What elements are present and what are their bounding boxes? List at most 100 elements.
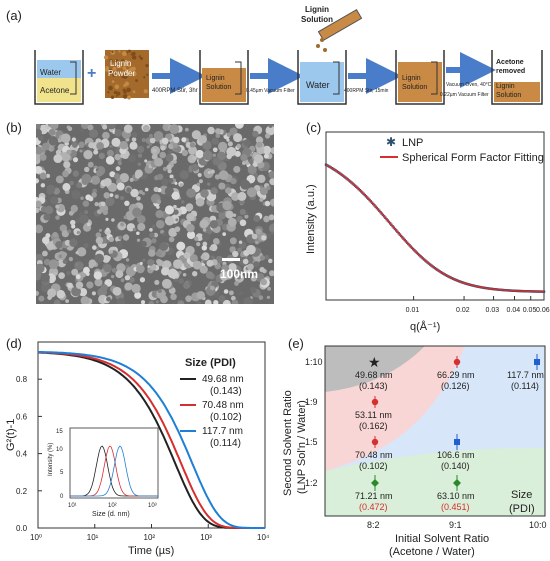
step2-text: 0.45µm Vacuum Filter	[246, 88, 295, 94]
beaker2-label-1: Lignin	[206, 75, 225, 82]
chart-d-ylabel: G²(t)-1	[5, 419, 17, 451]
chart-c: 0.01 0.02 0.03 0.04 0.05 0.06 ✱ LNP Spherical…	[305, 131, 550, 333]
point-size-label: 63.10 nm	[437, 491, 475, 501]
legend-lnp-label: LNP	[402, 137, 423, 149]
beaker4-label-2: Solution	[402, 84, 427, 91]
plus-sign: +	[87, 65, 96, 82]
point-size-label: 49.68 nm	[355, 370, 393, 380]
lnp-point	[324, 163, 328, 166]
dropper-icon	[316, 8, 363, 52]
chart-e-frame	[324, 345, 546, 517]
chart-d-xlabel: Time (µs)	[128, 545, 174, 557]
beaker-water-acetone	[34, 50, 84, 105]
beaker5-bottom-1: Lignin	[496, 83, 515, 90]
dropper-label-1: Lignin	[305, 5, 329, 14]
scale-bar	[222, 258, 240, 261]
panel-label-d: (d)	[6, 336, 22, 351]
e-ytick-label: 1:2	[305, 478, 318, 488]
c-xtick-label: 0.02	[456, 307, 470, 314]
powder-label-2: Powder	[108, 69, 135, 78]
beaker1-top-label: Water	[40, 68, 61, 77]
point-size-label: 66.29 nm	[437, 370, 475, 380]
chart-e-xlabel-2: (Acetone / Water)	[389, 546, 475, 558]
beaker2-label-2: Solution	[206, 84, 231, 91]
circle-marker	[371, 398, 379, 406]
circle-marker	[453, 358, 461, 366]
e-ytick-label: 1:9	[305, 397, 318, 407]
point-size-label: 70.48 nm	[355, 450, 393, 460]
beaker5-top-1: Acetone	[496, 59, 524, 66]
e-xtick-label: 8:2	[367, 520, 380, 530]
chart-c-xlabel: q(Å⁻¹)	[410, 320, 440, 333]
powder-label-1: Lignin	[110, 59, 131, 68]
e-xtick-label: 9:1	[449, 520, 462, 530]
inset-xlabel: Size (d. nm)	[92, 511, 130, 518]
chart-e: 8:2 9:1 10:0 1:10 1:9 1:5 1:2 ★49.68 nm(0.143) 5…	[282, 345, 547, 558]
beaker5-bottom-2: Solution	[496, 92, 521, 99]
c-xtick-label: 0.01	[406, 307, 420, 314]
d-ytick-label: 0.2	[16, 487, 28, 496]
panel-label-c: (c)	[306, 120, 322, 135]
step3-text: 400RPM Stir, 15min	[344, 88, 389, 94]
legend-d-size: 117.7 nm	[202, 426, 243, 437]
chart-d: 0.0 0.2 0.4 0.6 0.8 10⁰ 10¹ 10² 10³ 10⁴ Size (PDI…	[5, 341, 270, 557]
c-xtick-label: 0.03	[486, 307, 500, 314]
beaker-lignin-solution-1	[199, 50, 249, 105]
point-pdi-label: (0.472)	[359, 502, 388, 512]
fit-curve	[325, 164, 545, 293]
star-marker: ★	[368, 354, 381, 370]
panel-label-b: (b)	[6, 120, 22, 135]
inset-xtick-3: 10³	[148, 503, 157, 509]
sem-image: 100nm	[36, 124, 274, 304]
beaker-acetone-removed	[491, 50, 543, 105]
lignin-powder-image	[104, 49, 149, 100]
c-xtick-label: 0.04	[506, 307, 520, 314]
square-marker	[534, 359, 540, 365]
point-size-label: 71.21 nm	[355, 491, 393, 501]
beaker1-bottom-label: Acetone	[40, 86, 70, 95]
d-ytick-label: 0.4	[16, 450, 28, 459]
beaker5-top-2: removed	[496, 68, 525, 75]
d-ytick-label: 0.0	[16, 524, 28, 533]
legend-d-pdi: (0.143)	[210, 386, 242, 397]
point-pdi-label: (0.451)	[441, 502, 470, 512]
legend-e-line2: (PDI)	[509, 503, 535, 515]
curve-7048nm	[38, 351, 265, 529]
d-ytick-label: 0.6	[16, 412, 28, 421]
point-size-label: 106.6 nm	[437, 450, 475, 460]
diamond-marker	[453, 479, 461, 487]
e-ytick-label: 1:5	[305, 437, 318, 447]
chart-c-frame	[325, 131, 545, 301]
e-ytick-label: 1:10	[305, 357, 323, 367]
d-xtick-label: 10⁴	[257, 533, 270, 542]
point-pdi-label: (0.102)	[359, 461, 388, 471]
legend-d-size: 70.48 nm	[202, 400, 244, 411]
d-xtick-label: 10¹	[87, 533, 99, 542]
legend-title-d: Size (PDI)	[185, 357, 236, 369]
chart-e-xlabel-1: Initial Solvent Ratio	[395, 533, 489, 545]
d-ytick-label: 0.8	[16, 375, 28, 384]
legend-fit-label: Spherical Form Factor Fitting	[402, 152, 544, 164]
dropper-label-2: Solution	[301, 15, 333, 24]
inset-xtick-1: 10¹	[68, 503, 77, 509]
chart-c-ylabel: Intensity (a.u.)	[305, 184, 317, 254]
beaker-water	[297, 50, 347, 105]
d-xtick-label: 10³	[200, 533, 212, 542]
point-pdi-label: (0.114)	[511, 381, 539, 391]
inset-ytick-15: 15	[56, 429, 63, 435]
schematic-panel-a: Water Acetone + Lignin Powder 400RPM Sti…	[34, 5, 543, 105]
legend-e-line1: Size	[511, 489, 532, 501]
inset-xtick-2: 10²	[108, 503, 117, 509]
point-pdi-label: (0.140)	[441, 461, 470, 471]
legend-d-pdi: (0.102)	[210, 412, 242, 423]
inset-size-distribution: 15 10 5 0 10¹ 10² 10³ Size (d. nm) Inten…	[48, 427, 159, 518]
d-xtick-label: 10⁰	[30, 533, 42, 542]
phase-regions	[325, 346, 545, 516]
c-xtick-label: 0.05	[523, 307, 537, 314]
e-xtick-label: 10:0	[529, 520, 547, 530]
point-size-label: 53.11 nm	[355, 410, 392, 420]
inset-ylabel: Intensity (%)	[48, 443, 54, 476]
step4a-text: Vacuum Oven, 40°C	[446, 82, 492, 88]
beaker-lignin-solution-2	[395, 50, 445, 105]
inset-ytick-10: 10	[56, 447, 63, 453]
